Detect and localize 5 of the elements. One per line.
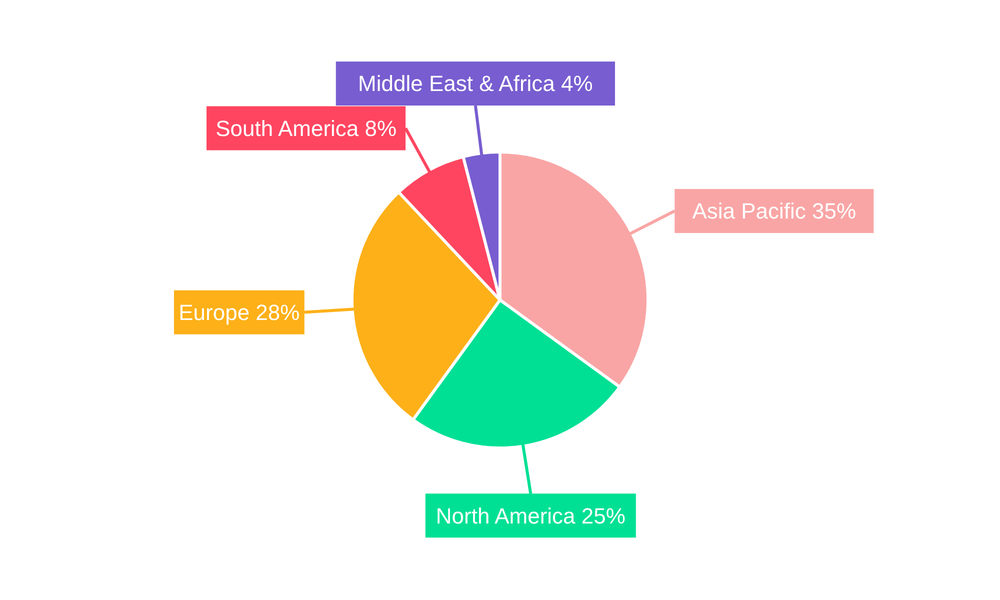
- slice-label: Asia Pacific 35%: [692, 198, 856, 224]
- slice-label: Middle East & Africa 4%: [358, 71, 593, 96]
- slice-label: Europe 28%: [178, 300, 300, 326]
- slice-label: North America 25%: [436, 503, 626, 528]
- slice-label: South America 8%: [216, 116, 397, 141]
